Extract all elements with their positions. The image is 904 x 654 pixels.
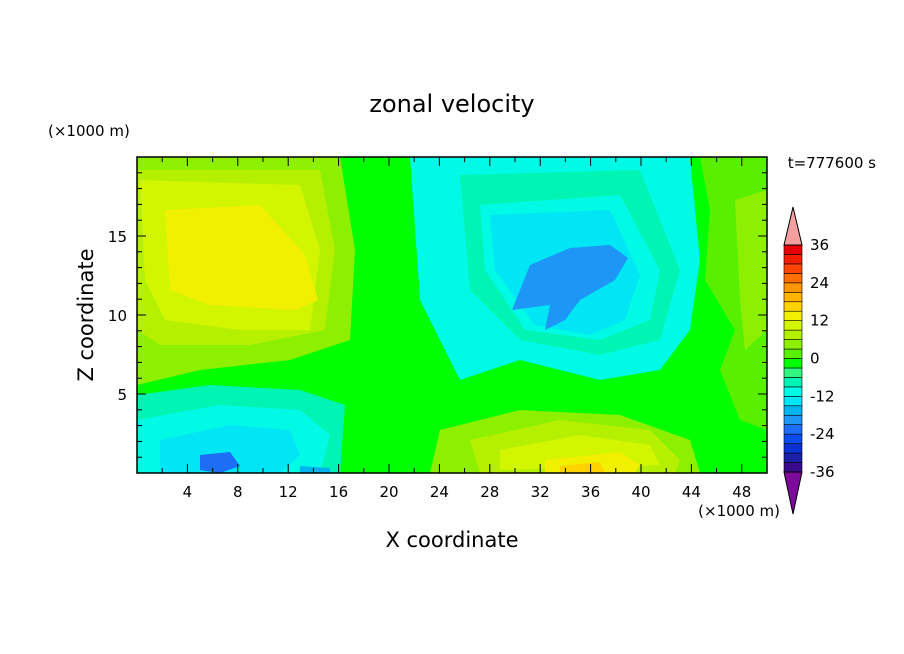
x-tick-label: 24 [430, 483, 449, 501]
contour-field [137, 157, 767, 473]
colorbar-swatch [783, 273, 803, 284]
x-tick-label: 12 [279, 483, 298, 501]
chart-title: zonal velocity [369, 90, 534, 118]
colorbar-swatch [783, 282, 803, 293]
x-tick-label: 4 [183, 483, 193, 501]
colorbar-swatch [783, 424, 803, 435]
colorbar-swatch [783, 339, 803, 350]
colorbar-swatch [783, 405, 803, 416]
y-unit-label: (×1000 m) [48, 122, 130, 140]
colorbar-tick-label: 0 [810, 350, 820, 368]
y-tick-label: 15 [108, 228, 127, 246]
y-axis-ticks: 5 10 15 [108, 172, 767, 458]
colorbar-swatch [783, 433, 803, 444]
colorbar-bottom-arrow [783, 471, 803, 515]
x-tick-label: 48 [732, 483, 751, 501]
colorbar-tick-label: 12 [810, 312, 829, 330]
x-tick-label: 36 [581, 483, 600, 501]
colorbar-swatch [783, 358, 803, 369]
y-tick-label: 5 [117, 386, 127, 404]
colorbar-swatch [783, 348, 803, 359]
x-axis-label: X coordinate [385, 528, 518, 552]
x-tick-label: 32 [531, 483, 550, 501]
x-tick-label: 8 [233, 483, 243, 501]
x-tick-label: 28 [480, 483, 499, 501]
colorbar-tick-label: -12 [810, 387, 835, 405]
time-label: t=777600 s [788, 154, 876, 172]
x-unit-label: (×1000 m) [698, 502, 780, 520]
colorbar-swatch [783, 443, 803, 454]
colorbar-swatch [783, 414, 803, 426]
colorbar-swatch [783, 310, 803, 321]
colorbar-swatch [783, 452, 803, 463]
colorbar-swatch [783, 291, 803, 303]
colorbar-swatch [783, 263, 803, 274]
colorbar-tick-label: -24 [810, 425, 835, 443]
x-tick-label: 20 [379, 483, 398, 501]
x-axis-ticks: 4 8 12 16 20 24 28 32 36 40 44 48 [161, 157, 768, 501]
colorbar-tick-label: 24 [810, 274, 829, 292]
colorbar-swatch [783, 254, 803, 265]
colorbar-swatch [783, 462, 803, 473]
colorbar-swatch [783, 386, 803, 397]
x-tick-label: 16 [329, 483, 348, 501]
colorbar: 36 24 12 0 -12 -24 -36 [783, 206, 835, 515]
x-tick-label: 44 [682, 483, 701, 501]
colorbar-swatch [783, 396, 803, 407]
colorbar-swatch [783, 367, 803, 378]
colorbar-tick-label: -36 [810, 463, 835, 481]
colorbar-swatch [783, 301, 803, 312]
x-tick-label: 40 [631, 483, 650, 501]
colorbar-top-arrow [783, 206, 803, 246]
y-axis-label: Z coordinate [74, 248, 98, 381]
colorbar-swatch [783, 320, 803, 331]
colorbar-swatch [783, 329, 803, 340]
colorbar-swatch [783, 377, 803, 388]
colorbar-swatch [783, 244, 803, 255]
colorbar-tick-label: 36 [810, 236, 829, 254]
y-tick-label: 10 [108, 307, 127, 325]
